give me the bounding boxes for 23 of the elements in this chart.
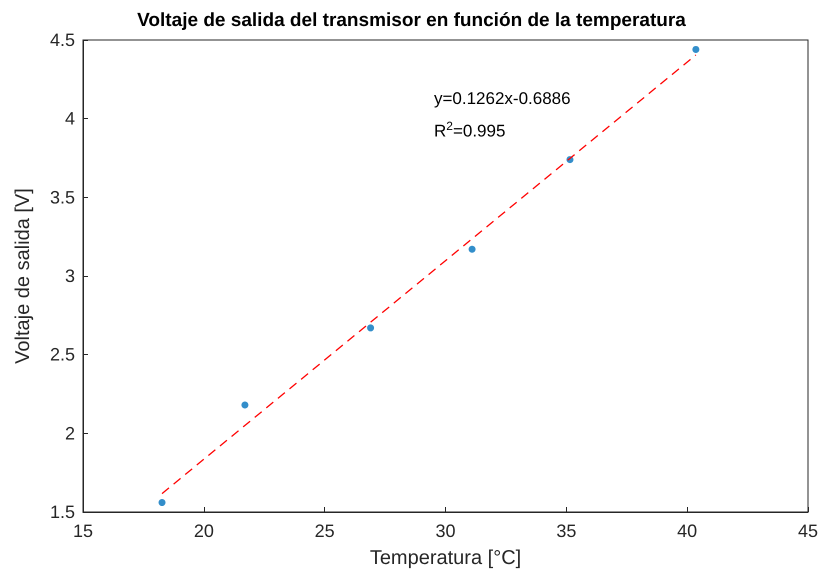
x-axis-title: Temperatura [°C] (370, 547, 522, 569)
point (158, 499, 166, 506)
point (367, 324, 374, 332)
x-tick-label: 45 (798, 521, 818, 541)
y-tick-label: 4.5 (50, 30, 75, 50)
annotation: y=0.1262x-0.6886 (434, 89, 571, 108)
x-tick-label: 30 (435, 521, 456, 541)
chart-title: Voltaje de salida del transmisor en función de la temperatura (137, 10, 686, 31)
x-tick-label: 40 (677, 521, 698, 541)
point (468, 246, 476, 253)
y-tick-label: 3 (64, 266, 75, 286)
y-tick-label: 1.5 (50, 502, 75, 522)
x-tick-label: 25 (314, 521, 335, 541)
y-axis-title: Voltaje de salida [V] (12, 188, 34, 364)
y-tick-label: 2 (64, 423, 75, 444)
y-tick-label: 2.5 (50, 344, 75, 365)
y-tick-label: 4 (64, 108, 75, 129)
point (692, 46, 700, 53)
x-tick-label: 20 (194, 521, 214, 541)
x-tick-label: 35 (556, 521, 576, 541)
x-tick-label: 15 (72, 521, 94, 541)
point (241, 402, 248, 409)
y-tick-label: 3.5 (50, 187, 75, 208)
